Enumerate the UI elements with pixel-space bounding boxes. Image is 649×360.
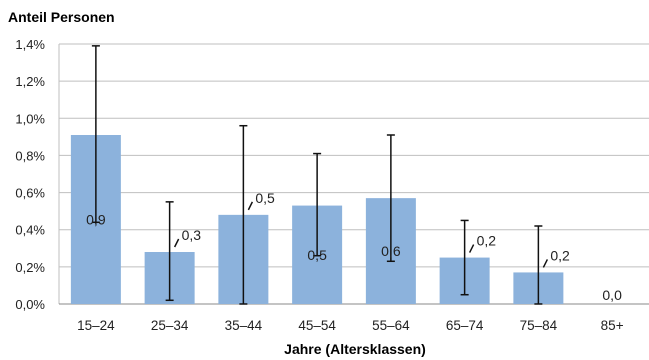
x-tick-label: 65–74: [446, 318, 484, 333]
x-tick-label: 55–64: [372, 318, 410, 333]
label-leader: [468, 244, 475, 253]
x-tick-label: 35–44: [225, 318, 263, 333]
data-label: 0,2: [550, 247, 570, 263]
data-label: 0,5: [255, 190, 275, 206]
x-axis-title: Jahre (Altersklassen): [284, 341, 426, 357]
y-tick-label: 0,6%: [15, 186, 45, 201]
y-tick-label: 1,0%: [15, 111, 45, 126]
y-tick-label: 0,8%: [15, 148, 45, 163]
y-tick-label: 0,0%: [15, 297, 45, 312]
x-axis-ticks: 15–24 25–34 35–44 45–54 55–64 65–74 75–84 85+: [77, 318, 624, 333]
data-label: 0,2: [477, 233, 497, 249]
error-bars: [91, 45, 543, 305]
x-tick-label: 75–84: [520, 318, 558, 333]
label-leader: [542, 259, 549, 268]
label-leader: [173, 238, 180, 248]
data-labels: 0,9 0,3 0,5 0,5 0,6 0,2 0,2 0,0: [86, 190, 622, 303]
label-leader: [247, 201, 254, 211]
y-tick-label: 1,4%: [15, 37, 45, 52]
data-label: 0,6: [381, 243, 401, 259]
y-axis-title: Anteil Personen: [8, 9, 115, 25]
y-tick-label: 1,2%: [15, 74, 45, 89]
data-label: 0,3: [182, 227, 202, 243]
y-tick-label: 0,4%: [15, 223, 45, 238]
x-tick-label: 45–54: [298, 318, 336, 333]
y-axis-ticks: 0,0% 0,2% 0,4% 0,6% 0,8% 1,0% 1,2% 1,4%: [15, 37, 45, 312]
data-label: 0,5: [307, 247, 327, 263]
data-label: 0,0: [602, 287, 622, 303]
x-tick-label: 15–24: [77, 318, 115, 333]
data-label: 0,9: [86, 212, 106, 228]
x-tick-label: 25–34: [151, 318, 189, 333]
y-tick-label: 0,2%: [15, 260, 45, 275]
x-tick-label: 85+: [601, 318, 624, 333]
